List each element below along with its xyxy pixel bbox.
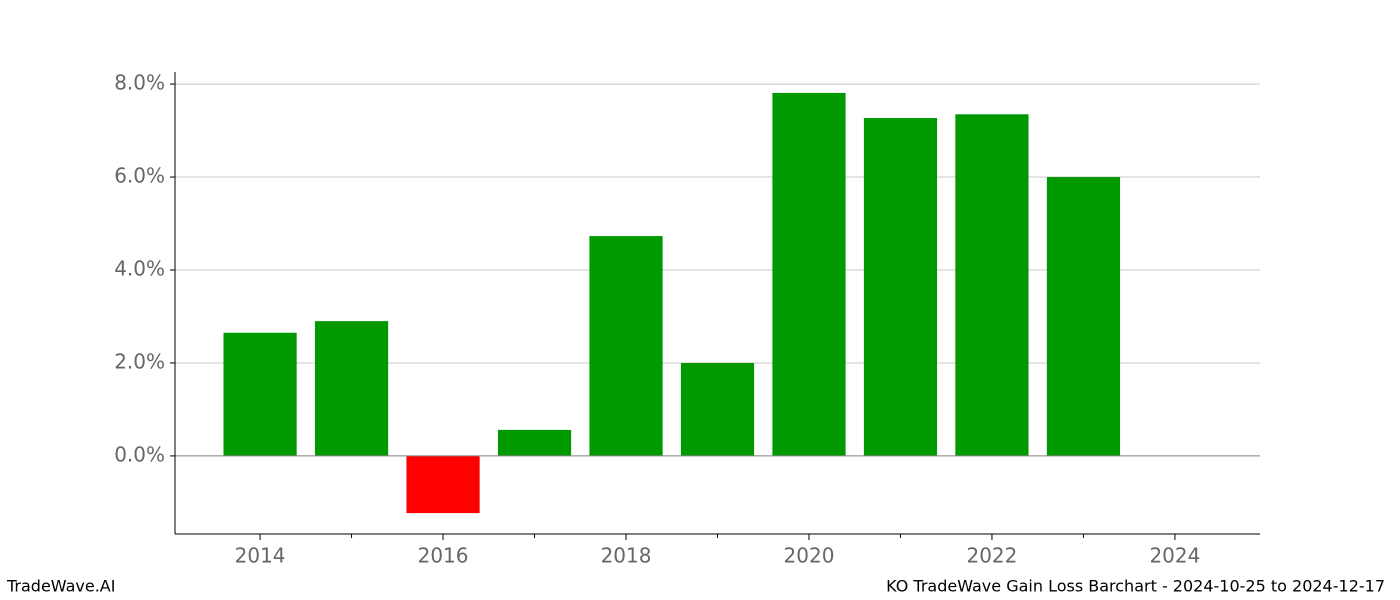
- y-tick-label: 0.0%: [114, 442, 165, 466]
- x-tick-label: 2018: [601, 544, 652, 568]
- bar: [772, 92, 846, 456]
- bar: [955, 114, 1029, 456]
- bar: [406, 455, 480, 514]
- bar: [1046, 177, 1121, 456]
- x-tick-label: 2016: [418, 544, 469, 568]
- bar: [314, 321, 389, 456]
- footer-left: TradeWave.AI: [6, 577, 115, 596]
- y-tick-label: 2.0%: [114, 349, 165, 373]
- y-tick-label: 6.0%: [114, 164, 165, 188]
- x-tick-label: 2022: [966, 544, 1017, 568]
- bar: [863, 118, 938, 456]
- x-tick-label: 2014: [235, 544, 286, 568]
- y-tick-label: 4.0%: [114, 257, 165, 281]
- footer-right: KO TradeWave Gain Loss Barchart - 2024-1…: [886, 577, 1385, 596]
- x-tick-label: 2024: [1149, 544, 1200, 568]
- bar: [497, 429, 572, 456]
- x-tick-label: 2020: [784, 544, 835, 568]
- bar: [589, 236, 663, 456]
- bar: [680, 362, 755, 456]
- bar: [223, 332, 297, 456]
- y-tick-label: 8.0%: [114, 71, 165, 95]
